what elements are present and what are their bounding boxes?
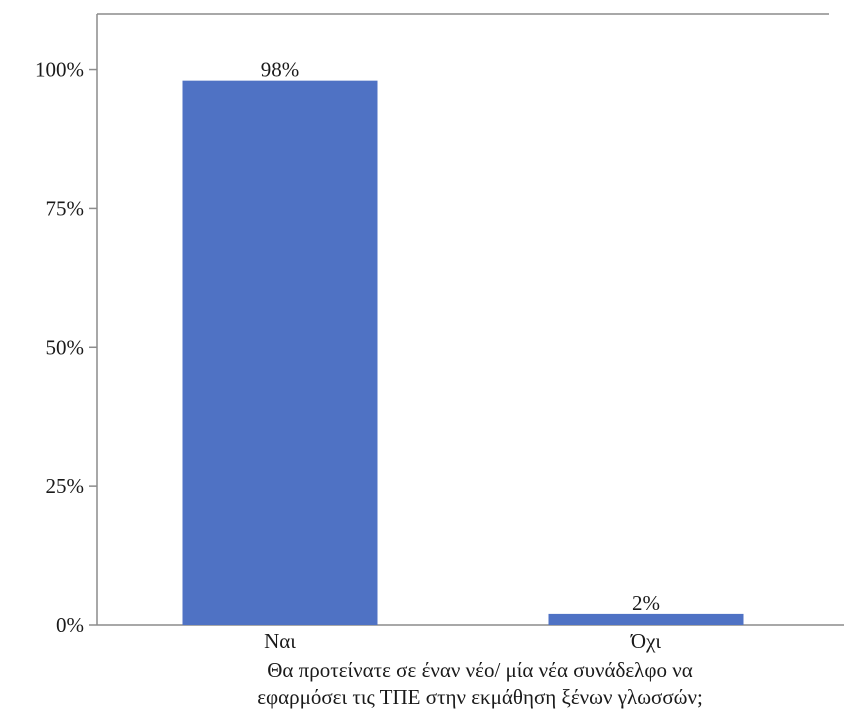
y-tick-label: 75%	[46, 196, 85, 220]
x-category-label: Ναι	[264, 629, 296, 653]
bar	[548, 613, 744, 625]
y-tick-label: 50%	[46, 335, 85, 359]
y-tick-label: 100%	[35, 58, 84, 82]
x-axis: Ναι Όχι	[264, 629, 661, 653]
data-label: 98%	[261, 58, 300, 82]
x-axis-title-line-2: εφαρμόσει τις ΤΠΕ στην εκμάθηση ξένων γλ…	[257, 685, 703, 709]
x-category-label: Όχι	[630, 629, 661, 653]
bar	[182, 80, 378, 626]
y-tick-label: 0%	[56, 613, 84, 637]
x-axis-title-line-1: Θα προτείνατε σε έναν νέο/ μία νέα συνάδ…	[267, 658, 692, 682]
bars: 98% 2%	[182, 58, 744, 626]
y-tick-label: 25%	[46, 474, 85, 498]
y-axis: 0% 25% 50% 75% 100%	[35, 58, 97, 637]
data-label: 2%	[632, 591, 660, 615]
